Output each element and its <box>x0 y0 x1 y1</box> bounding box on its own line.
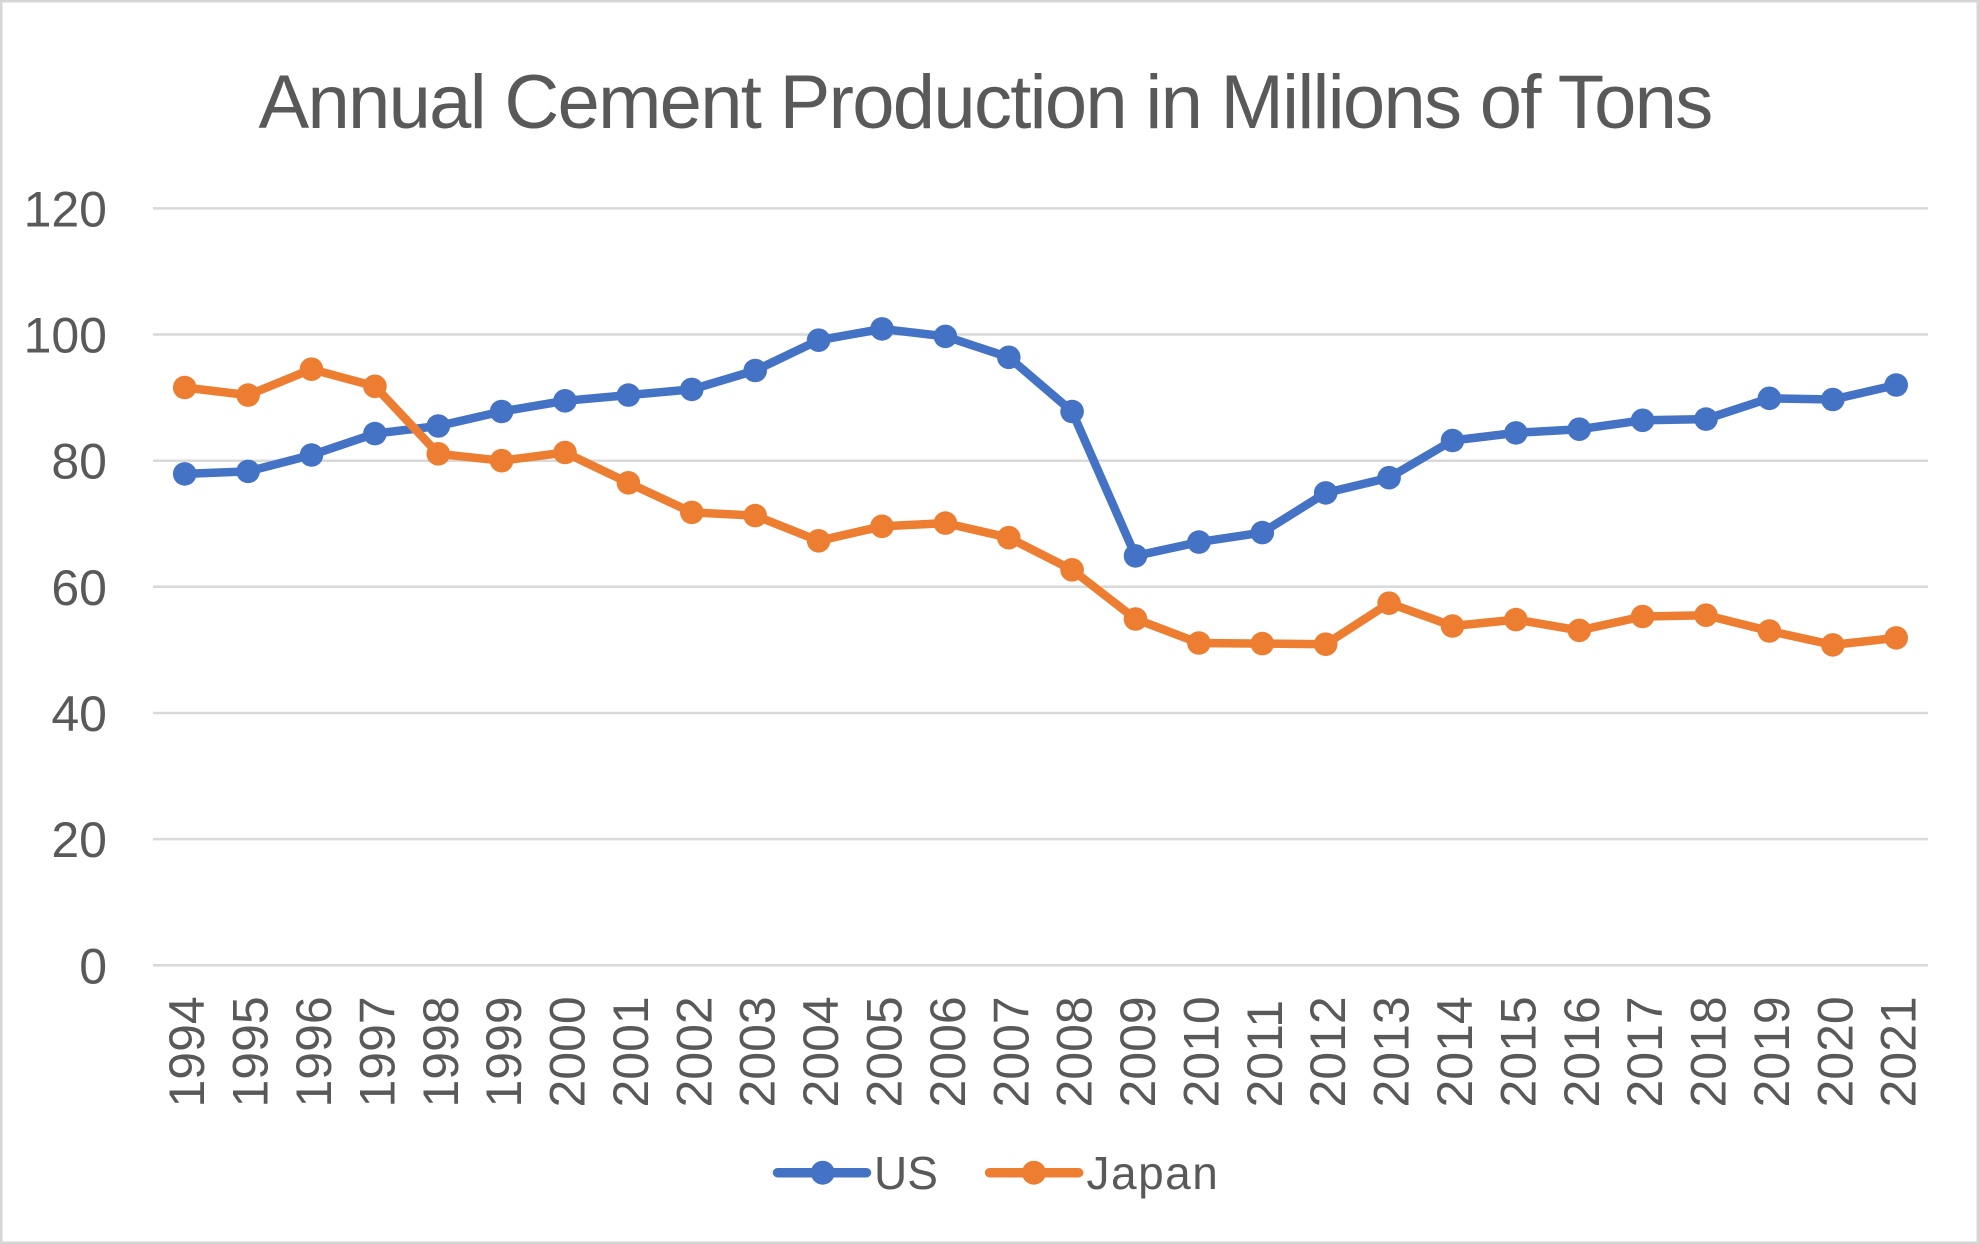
svg-text:2010: 2010 <box>1173 996 1229 1107</box>
svg-text:1995: 1995 <box>223 996 279 1107</box>
svg-text:2012: 2012 <box>1300 996 1356 1107</box>
svg-text:2021: 2021 <box>1871 996 1927 1107</box>
svg-text:2005: 2005 <box>857 996 913 1107</box>
svg-text:2003: 2003 <box>730 996 786 1107</box>
svg-text:2001: 2001 <box>603 996 659 1107</box>
svg-text:60: 60 <box>51 560 107 616</box>
svg-text:0: 0 <box>79 938 107 994</box>
svg-text:2004: 2004 <box>793 996 849 1107</box>
svg-text:Japan: Japan <box>1087 1147 1220 1199</box>
svg-text:2011: 2011 <box>1237 1000 1293 1108</box>
svg-text:1994: 1994 <box>159 996 215 1107</box>
svg-text:1999: 1999 <box>476 996 532 1107</box>
svg-text:80: 80 <box>51 434 107 490</box>
svg-text:20: 20 <box>51 812 107 868</box>
svg-text:1997: 1997 <box>349 996 405 1107</box>
svg-text:2009: 2009 <box>1110 996 1166 1107</box>
svg-text:2002: 2002 <box>666 996 722 1107</box>
svg-text:2007: 2007 <box>983 996 1039 1107</box>
svg-text:2015: 2015 <box>1490 996 1546 1107</box>
svg-text:Annual Cement Production in Mi: Annual Cement Production in Millions of … <box>258 60 1711 145</box>
svg-text:120: 120 <box>24 181 107 237</box>
svg-text:2020: 2020 <box>1807 996 1863 1107</box>
svg-text:1996: 1996 <box>286 996 342 1107</box>
svg-text:2008: 2008 <box>1047 996 1103 1107</box>
svg-text:2006: 2006 <box>920 996 976 1107</box>
svg-text:1998: 1998 <box>413 996 469 1107</box>
svg-text:2016: 2016 <box>1554 996 1610 1107</box>
svg-text:2014: 2014 <box>1427 996 1483 1107</box>
svg-text:US: US <box>874 1147 938 1199</box>
svg-text:2017: 2017 <box>1617 996 1673 1107</box>
svg-text:2000: 2000 <box>540 996 596 1107</box>
svg-text:2018: 2018 <box>1681 996 1737 1107</box>
svg-text:2019: 2019 <box>1744 996 1800 1107</box>
svg-text:40: 40 <box>51 686 107 742</box>
svg-text:2013: 2013 <box>1364 996 1420 1107</box>
svg-text:100: 100 <box>24 308 107 364</box>
